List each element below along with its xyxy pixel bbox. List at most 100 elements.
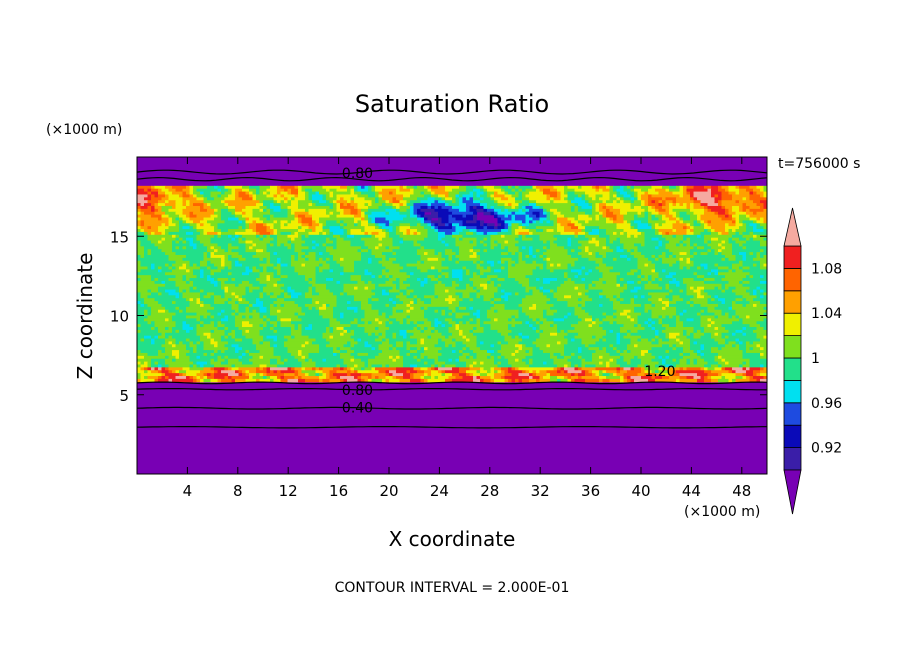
- field-cell: [522, 220, 527, 224]
- field-cell: [417, 214, 422, 219]
- field-cell: [154, 361, 159, 366]
- field-cell: [616, 335, 621, 340]
- field-cell: [392, 191, 397, 196]
- field-cell: [172, 249, 208, 253]
- field-cell: [371, 260, 380, 265]
- field-cell: [627, 312, 642, 317]
- field-cell: [326, 188, 331, 193]
- field-cell: [203, 254, 208, 259]
- field-cell: [371, 272, 383, 276]
- field-cell: [175, 301, 191, 305]
- field-cell: [224, 324, 236, 328]
- field-cell: [231, 344, 240, 348]
- field-cell: [273, 214, 289, 219]
- field-cell: [364, 203, 369, 207]
- field-cell: [672, 344, 677, 348]
- field-cell: [343, 286, 355, 291]
- field-cell: [350, 231, 366, 236]
- field-cell: [746, 208, 751, 213]
- field-cell: [354, 350, 383, 354]
- field-cell: [669, 231, 688, 236]
- field-cell: [364, 214, 369, 219]
- field-cell: [721, 249, 733, 253]
- field-cell: [312, 240, 317, 245]
- field-cell: [231, 249, 247, 253]
- field-cell: [287, 338, 317, 343]
- field-cell: [700, 214, 719, 219]
- field-cell: [756, 332, 767, 337]
- field-cell: [413, 185, 418, 190]
- field-cell: [532, 246, 544, 250]
- field-cell: [217, 278, 229, 282]
- field-cell: [756, 321, 767, 325]
- field-cell: [553, 229, 558, 233]
- field-cell: [473, 272, 478, 276]
- field-cell: [417, 321, 425, 325]
- field-cell: [641, 200, 646, 204]
- field-cell: [630, 197, 635, 201]
- field-cell: [259, 191, 264, 196]
- field-cell: [427, 347, 443, 351]
- field-cell: [322, 367, 334, 371]
- field-cell: [137, 254, 142, 259]
- field-cell: [508, 370, 523, 374]
- field-cell: [140, 263, 152, 268]
- field-cell: [602, 194, 611, 198]
- field-cell: [599, 208, 607, 213]
- field-cell: [221, 234, 229, 239]
- field-cell: [711, 269, 719, 273]
- field-cell: [602, 347, 607, 351]
- field-cell: [410, 306, 415, 311]
- field-cell: [203, 223, 212, 227]
- field-cell: [294, 367, 303, 371]
- field-cell: [553, 269, 572, 273]
- field-cell: [581, 223, 618, 227]
- field-cell: [676, 306, 709, 311]
- field-cell: [259, 315, 264, 319]
- field-cell: [382, 197, 394, 201]
- field-cell: [161, 280, 166, 285]
- field-cell: [137, 278, 142, 282]
- field-cell: [707, 324, 712, 328]
- field-cell: [165, 373, 180, 377]
- field-cell: [235, 231, 257, 236]
- field-cell: [490, 367, 495, 371]
- field-cell: [728, 286, 737, 291]
- field-cell: [228, 376, 233, 380]
- field-cell: [301, 329, 327, 334]
- field-cell: [760, 301, 767, 305]
- field-cell: [413, 188, 429, 193]
- field-cell: [140, 254, 145, 259]
- field-cell: [217, 214, 222, 219]
- field-cell: [620, 200, 625, 204]
- field-cell: [182, 240, 187, 245]
- field-cell: [452, 254, 457, 259]
- field-cell: [497, 191, 506, 196]
- field-cell: [683, 266, 688, 270]
- field-cell: [735, 370, 747, 374]
- field-cell: [662, 205, 670, 210]
- field-cell: [389, 200, 394, 204]
- field-cell: [385, 246, 390, 250]
- field-cell: [378, 246, 387, 250]
- field-cell: [196, 194, 205, 198]
- field-cell: [735, 257, 744, 262]
- field-cell: [690, 208, 705, 213]
- field-cell: [469, 254, 478, 259]
- field-cell: [620, 237, 646, 242]
- field-cell: [665, 246, 695, 250]
- field-cell: [434, 309, 439, 314]
- field-cell: [224, 358, 229, 363]
- field-cell: [501, 347, 520, 351]
- field-cell: [490, 197, 495, 201]
- field-cell: [434, 292, 457, 296]
- field-cell: [683, 194, 691, 198]
- field-cell: [189, 203, 194, 207]
- field-cell: [746, 237, 751, 242]
- field-cell: [630, 200, 635, 204]
- field-cell: [704, 226, 712, 230]
- field-cell: [581, 292, 586, 296]
- field-cell: [756, 335, 765, 340]
- field-cell: [455, 229, 464, 233]
- field-cell: [550, 208, 558, 213]
